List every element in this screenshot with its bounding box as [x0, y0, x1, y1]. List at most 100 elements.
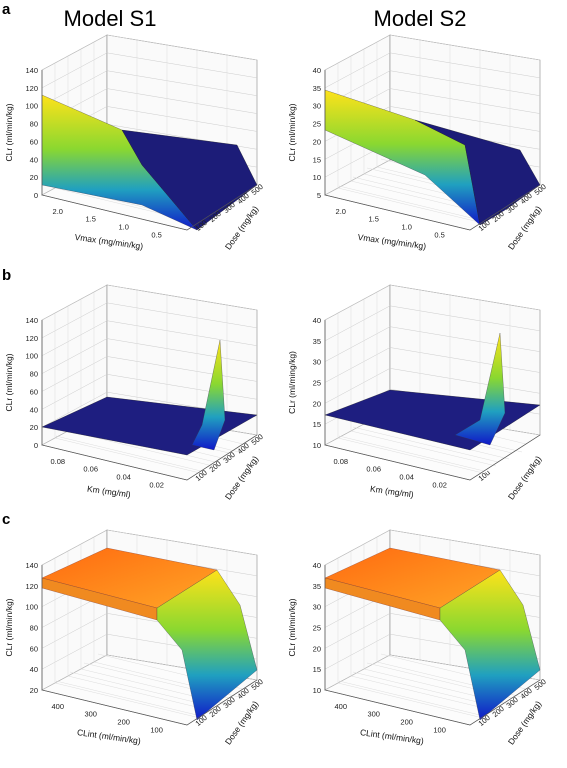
z-tick-label: 20	[313, 137, 321, 146]
y-axis-label: Dose (mg/kg)	[506, 454, 544, 502]
x-tick-label: 1.5	[369, 215, 379, 224]
z-tick-label: 80	[30, 120, 38, 129]
z-tick-label: 20	[30, 173, 38, 182]
grid-line	[324, 34, 541, 71]
grid-line	[324, 70, 541, 106]
z-tick-label: 30	[313, 603, 321, 612]
z-tick-label: 20	[313, 644, 321, 653]
z-tick-label: 10	[313, 686, 321, 695]
z-tick-label: 20	[30, 423, 38, 432]
panel: 10 15 20 25 30 35 40 400 300 200 100 CLint (ml/min/…	[287, 529, 548, 747]
surface	[439, 569, 541, 721]
grid-line	[324, 305, 541, 342]
x-tick-label: 100	[433, 726, 446, 735]
x-tick-label: 0.02	[432, 481, 447, 490]
z-tick-label: 80	[30, 624, 38, 633]
surface	[156, 569, 258, 721]
grid-line	[55, 680, 202, 717]
z-tick-label: 100	[25, 603, 38, 612]
panel: 0 20 40 60 80 100 120 140 2.0 1.5 1.0 0.5 Vmax (mg/m…	[4, 34, 265, 252]
x-axis-label: CLint (ml/min/kg)	[359, 727, 424, 746]
z-tick-label: 60	[30, 387, 38, 396]
grid-line	[338, 435, 485, 472]
z-tick-label: 15	[313, 420, 321, 429]
grid-line	[337, 682, 484, 719]
x-axis-label: Vmax (mg/min/kg)	[357, 232, 427, 252]
x-tick-label: 0.08	[50, 457, 65, 466]
panel: 20 40 60 80 100 120 140 400 300 200 100 CLint (ml/m…	[4, 529, 265, 747]
x-tick-label: 0.04	[399, 473, 414, 482]
z-axis-label: CLr (ml/min/kg)	[4, 353, 14, 411]
z-tick-label: 60	[30, 644, 38, 653]
x-tick-label: 0.08	[333, 457, 348, 466]
z-tick-label: 60	[30, 137, 38, 146]
x-tick-label: 300	[84, 710, 97, 719]
z-tick-label: 35	[313, 582, 321, 591]
z-tick-label: 25	[313, 120, 321, 129]
z-tick-label: 100	[25, 102, 38, 111]
z-tick-label: 10	[313, 441, 321, 450]
grid-line	[54, 437, 201, 474]
grid-line	[41, 529, 258, 566]
z-tick-label: 80	[30, 370, 38, 379]
grid-line	[54, 682, 201, 719]
z-tick-label: 20	[30, 686, 38, 695]
z-tick-label: 40	[30, 405, 38, 414]
z-tick-label: 40	[313, 316, 321, 325]
z-tick-label: 40	[30, 665, 38, 674]
z-tick-label: 40	[313, 66, 321, 75]
surface	[414, 119, 541, 226]
z-tick-label: 15	[313, 665, 321, 674]
grid-line	[350, 430, 497, 467]
axis-line	[41, 70, 258, 231]
x-axis-label: Vmax (mg/min/kg)	[74, 232, 144, 252]
x-tick-label: 400	[52, 702, 65, 711]
panel: 5 10 15 20 25 30 35 40 2.0 1.5 1.0 0.5 Vmax (mg/min/…	[287, 34, 548, 252]
column-title: Model S1	[64, 6, 157, 31]
z-axis-label: CLr (ml/min/kg)	[4, 598, 14, 656]
grid-line	[352, 671, 499, 708]
grid-line	[69, 671, 216, 708]
z-tick-label: 40	[30, 155, 38, 164]
grid-line	[41, 52, 258, 89]
grid-line	[324, 284, 541, 321]
z-tick-label: 5	[317, 191, 321, 200]
grid-line	[41, 320, 258, 356]
grid-line	[41, 284, 258, 321]
x-tick-label: 0.5	[151, 231, 161, 240]
panel: 10 15 20 25 30 35 40 0.08 0.06 0.04 0.02 Km (mg/ml)…	[287, 284, 544, 502]
z-tick-label: 0	[34, 441, 38, 450]
grid-line	[337, 437, 484, 474]
x-tick-label: 1.5	[86, 215, 96, 224]
z-tick-label: 100	[25, 352, 38, 361]
grid-line	[55, 435, 202, 472]
x-tick-label: 0.06	[83, 465, 98, 474]
z-axis-label: CLr (ml/min/kg)	[287, 103, 297, 161]
x-tick-label: 200	[117, 718, 130, 727]
grid-line	[67, 675, 214, 712]
z-axis-label: CLr (ml/min/kg)	[287, 598, 297, 656]
axis-line	[324, 70, 541, 231]
grid-line	[324, 529, 541, 566]
z-tick-label: 35	[313, 337, 321, 346]
z-tick-label: 35	[313, 84, 321, 93]
grid-line	[41, 374, 258, 410]
x-tick-label: 0.04	[116, 473, 131, 482]
panel-letter: c	[2, 511, 10, 528]
grid-line	[338, 680, 485, 717]
z-tick-label: 120	[25, 334, 38, 343]
z-tick-label: 140	[25, 66, 38, 75]
x-tick-label: 1.0	[118, 223, 128, 232]
z-axis-label: CLr (ml/ming/kg)	[287, 351, 297, 414]
x-axis-label: Km (mg/ml)	[369, 484, 414, 500]
grid-line	[337, 187, 484, 224]
panel-letter: a	[2, 1, 11, 18]
panel-letter: b	[2, 267, 11, 284]
x-tick-label: 0.5	[434, 231, 444, 240]
z-tick-label: 15	[313, 155, 321, 164]
z-tick-label: 120	[25, 582, 38, 591]
grid-line	[324, 347, 541, 383]
axis-line	[41, 565, 258, 726]
z-tick-label: 120	[25, 84, 38, 93]
surface	[191, 339, 226, 451]
